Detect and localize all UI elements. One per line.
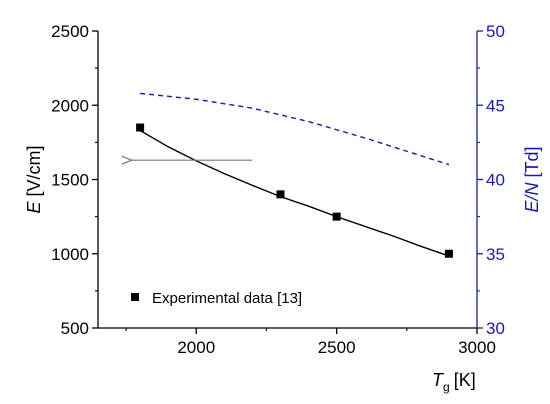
x-axis-label: Tg [K] xyxy=(432,370,476,394)
y-right-tick-label: 45 xyxy=(486,96,505,115)
x-axis-subscript: g xyxy=(443,380,450,394)
y-axis-right-label: E/N [Td] xyxy=(522,146,542,212)
legend: Experimental data [13] xyxy=(131,290,302,307)
y-left-tick-label: 2500 xyxy=(51,22,89,41)
y-left-tick-label: 1500 xyxy=(51,171,89,190)
y-axis-right-unit: [Td] xyxy=(522,146,542,177)
y-axis-left-unit: [V/cm] xyxy=(24,145,44,196)
plot-frame xyxy=(97,31,478,329)
y-left-tick-label: 500 xyxy=(61,319,89,338)
data-point-square xyxy=(136,123,145,132)
labels-layer: E [V/cm] E/N [Td] Tg [K] xyxy=(24,145,542,394)
legend-marker-square xyxy=(131,293,139,301)
x-axis-var: T xyxy=(432,370,445,390)
x-tick-label: 3000 xyxy=(458,338,496,357)
ticks-layer: 500 1000 1500 2000 2500 30 35 40 45 50 2000 2500 300… xyxy=(51,22,505,357)
series-line-dashed xyxy=(140,92,450,166)
x-tick-label: 2500 xyxy=(318,338,356,357)
y-left-tick-label: 2000 xyxy=(51,96,89,115)
y-right-tick-label: 35 xyxy=(486,245,505,264)
y-axis-left-var: E xyxy=(24,201,44,214)
legend-label: Experimental data [13] xyxy=(152,290,302,307)
y-axis-right-var: E/N xyxy=(522,182,542,213)
y-right-tick-label: 50 xyxy=(486,22,505,41)
y-left-tick-label: 1000 xyxy=(51,245,89,264)
data-point-square xyxy=(444,249,453,258)
y-right-tick-label: 40 xyxy=(486,171,505,190)
y-axis-left-label: E [V/cm] xyxy=(24,145,44,213)
y-right-tick-label: 30 xyxy=(486,319,505,338)
series-layer xyxy=(132,92,453,258)
x-tick-label: 2000 xyxy=(177,338,215,357)
data-point-square xyxy=(276,190,285,199)
series-line-solid xyxy=(139,129,450,257)
x-axis-unit: [K] xyxy=(454,370,476,390)
